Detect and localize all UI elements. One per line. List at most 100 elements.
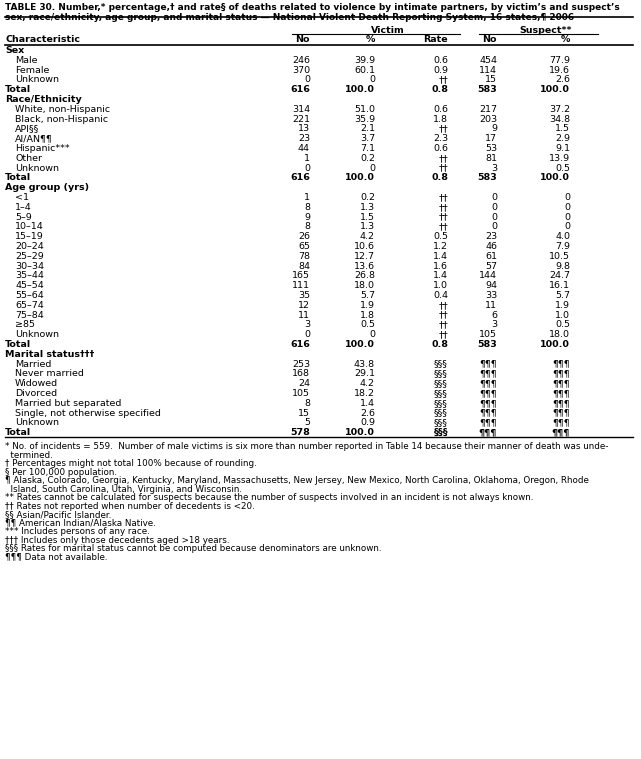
Text: 1–4: 1–4	[15, 203, 32, 212]
Text: 0: 0	[304, 330, 310, 339]
Text: 23: 23	[298, 134, 310, 143]
Text: ¶¶¶: ¶¶¶	[479, 418, 497, 427]
Text: 583: 583	[478, 340, 497, 349]
Text: 6: 6	[491, 310, 497, 320]
Text: 25–29: 25–29	[15, 252, 44, 261]
Text: ††: ††	[438, 213, 448, 222]
Text: 24.7: 24.7	[549, 272, 570, 280]
Text: 29.1: 29.1	[354, 370, 375, 379]
Text: 0.8: 0.8	[431, 173, 448, 182]
Text: 55–64: 55–64	[15, 291, 44, 300]
Text: 100.0: 100.0	[345, 85, 375, 94]
Text: 13.9: 13.9	[549, 154, 570, 162]
Text: 16.1: 16.1	[549, 281, 570, 290]
Text: <1: <1	[15, 193, 29, 202]
Text: *** Includes persons of any race.: *** Includes persons of any race.	[5, 528, 150, 536]
Text: 30–34: 30–34	[15, 262, 44, 271]
Text: ¶¶¶: ¶¶¶	[479, 370, 497, 379]
Text: 18.0: 18.0	[354, 281, 375, 290]
Text: 105: 105	[292, 389, 310, 398]
Text: ¶¶¶: ¶¶¶	[553, 380, 570, 388]
Text: 19.6: 19.6	[549, 65, 570, 74]
Text: 13: 13	[298, 124, 310, 134]
Text: Unknown: Unknown	[15, 164, 59, 172]
Text: 370: 370	[292, 65, 310, 74]
Text: 0: 0	[491, 213, 497, 222]
Text: 2.6: 2.6	[555, 75, 570, 84]
Text: 0: 0	[304, 75, 310, 84]
Text: ¶¶¶: ¶¶¶	[553, 370, 570, 379]
Text: 1.3: 1.3	[360, 203, 375, 212]
Text: TABLE 30. Number,* percentage,† and rate§ of deaths related to violence by intim: TABLE 30. Number,* percentage,† and rate…	[5, 3, 620, 12]
Text: 10.6: 10.6	[354, 242, 375, 251]
Text: White, non-Hispanic: White, non-Hispanic	[15, 105, 110, 114]
Text: 9.1: 9.1	[555, 144, 570, 153]
Text: * No. of incidents = 559.  Number of male victims is six more than number report: * No. of incidents = 559. Number of male…	[5, 442, 608, 451]
Text: 111: 111	[292, 281, 310, 290]
Text: 105: 105	[479, 330, 497, 339]
Text: ††: ††	[438, 154, 448, 162]
Text: ††: ††	[438, 75, 448, 84]
Text: 1.4: 1.4	[360, 398, 375, 408]
Text: 75–84: 75–84	[15, 310, 44, 320]
Text: 100.0: 100.0	[345, 173, 375, 182]
Text: Female: Female	[15, 65, 49, 74]
Text: 114: 114	[479, 65, 497, 74]
Text: ≥85: ≥85	[15, 320, 35, 329]
Text: No: No	[483, 35, 497, 44]
Text: 246: 246	[292, 56, 310, 65]
Text: 0: 0	[564, 213, 570, 222]
Text: Rate: Rate	[423, 35, 448, 44]
Text: ¶¶¶: ¶¶¶	[479, 428, 497, 437]
Text: ¶¶ American Indian/Alaska Native.: ¶¶ American Indian/Alaska Native.	[5, 518, 156, 528]
Text: 0: 0	[564, 203, 570, 212]
Text: Divorced: Divorced	[15, 389, 57, 398]
Text: † Percentages might not total 100% because of rounding.: † Percentages might not total 100% becau…	[5, 459, 257, 468]
Text: 77.9: 77.9	[549, 56, 570, 65]
Text: 3: 3	[491, 320, 497, 329]
Text: 44: 44	[298, 144, 310, 153]
Text: Total: Total	[5, 173, 31, 182]
Text: 1.0: 1.0	[555, 310, 570, 320]
Text: ¶¶¶: ¶¶¶	[553, 418, 570, 427]
Text: termined.: termined.	[5, 451, 53, 460]
Text: 35–44: 35–44	[15, 272, 44, 280]
Text: 45–54: 45–54	[15, 281, 44, 290]
Text: 1.8: 1.8	[360, 310, 375, 320]
Text: 0.2: 0.2	[360, 154, 375, 162]
Text: 34.8: 34.8	[549, 115, 570, 124]
Text: § Per 100,000 population.: § Per 100,000 population.	[5, 468, 117, 477]
Text: 26: 26	[298, 232, 310, 241]
Text: 26.8: 26.8	[354, 272, 375, 280]
Text: ††: ††	[438, 164, 448, 172]
Text: §§§ Rates for marital status cannot be computed because denominators are unknown: §§§ Rates for marital status cannot be c…	[5, 544, 381, 553]
Text: 11: 11	[298, 310, 310, 320]
Text: 0.6: 0.6	[433, 144, 448, 153]
Text: 7.1: 7.1	[360, 144, 375, 153]
Text: 1.6: 1.6	[433, 262, 448, 271]
Text: Age group (yrs): Age group (yrs)	[5, 183, 89, 192]
Text: 2.1: 2.1	[360, 124, 375, 134]
Text: Married but separated: Married but separated	[15, 398, 121, 408]
Text: 12: 12	[298, 301, 310, 310]
Text: Other: Other	[15, 154, 42, 162]
Text: No: No	[296, 35, 310, 44]
Text: 0: 0	[564, 222, 570, 231]
Text: 84: 84	[298, 262, 310, 271]
Text: 78: 78	[298, 252, 310, 261]
Text: 57: 57	[485, 262, 497, 271]
Text: 1.3: 1.3	[360, 222, 375, 231]
Text: ††: ††	[438, 310, 448, 320]
Text: 2.3: 2.3	[433, 134, 448, 143]
Text: 13.6: 13.6	[354, 262, 375, 271]
Text: 5.7: 5.7	[360, 291, 375, 300]
Text: 0: 0	[564, 193, 570, 202]
Text: ¶¶¶: ¶¶¶	[479, 389, 497, 398]
Text: 8: 8	[304, 203, 310, 212]
Text: 314: 314	[292, 105, 310, 114]
Text: AI/AN¶¶: AI/AN¶¶	[15, 134, 53, 143]
Text: sex, race/ethnicity, age group, and marital status — National Violent Death Repo: sex, race/ethnicity, age group, and mari…	[5, 13, 574, 22]
Text: 15: 15	[485, 75, 497, 84]
Text: Total: Total	[5, 428, 31, 437]
Text: 0.5: 0.5	[555, 164, 570, 172]
